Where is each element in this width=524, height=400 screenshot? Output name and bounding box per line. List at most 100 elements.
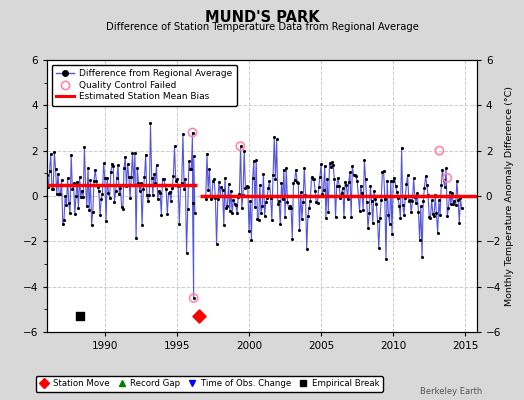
Point	[449, 200, 457, 207]
Point	[49, 186, 57, 193]
Point	[392, 188, 401, 195]
Point	[375, 245, 383, 251]
Point	[277, 180, 286, 187]
Point	[438, 166, 446, 173]
Point	[223, 203, 232, 210]
Point	[127, 174, 136, 180]
Text: MUND'S PARK: MUND'S PARK	[205, 10, 319, 25]
Point	[342, 182, 351, 188]
Point	[246, 198, 255, 204]
Point	[275, 198, 283, 204]
Point	[75, 174, 84, 180]
Point	[270, 134, 278, 140]
Point	[168, 185, 176, 191]
Point	[138, 222, 146, 228]
Point	[144, 198, 152, 204]
Point	[177, 182, 185, 188]
Point	[188, 200, 196, 206]
Point	[63, 175, 72, 182]
Point	[190, 295, 198, 301]
Point	[326, 164, 335, 170]
Point	[188, 129, 196, 136]
Point	[122, 183, 130, 189]
Point	[446, 201, 455, 207]
Point	[386, 221, 394, 228]
Point	[356, 182, 365, 189]
Point	[252, 157, 260, 163]
Point	[350, 172, 358, 178]
Point	[329, 161, 337, 168]
Point	[380, 196, 389, 202]
Point	[52, 191, 61, 198]
Point	[64, 200, 73, 206]
Point	[267, 195, 275, 201]
Point	[48, 186, 56, 193]
Point	[214, 196, 222, 203]
Point	[67, 152, 75, 158]
Point	[202, 196, 210, 202]
Point	[114, 162, 122, 168]
Point	[353, 178, 362, 185]
Point	[219, 187, 227, 194]
Point	[161, 181, 169, 188]
Point	[407, 209, 416, 216]
Point	[263, 195, 271, 202]
Point	[128, 150, 137, 156]
Point	[358, 190, 366, 196]
Point	[305, 204, 313, 211]
Point	[432, 210, 441, 216]
Point	[226, 208, 234, 214]
Point	[229, 197, 237, 203]
Point	[334, 174, 342, 181]
Point	[293, 178, 301, 185]
Point	[206, 196, 215, 202]
Point	[154, 196, 162, 202]
Point	[383, 177, 391, 184]
Point	[182, 250, 191, 256]
Point	[370, 187, 378, 194]
Point	[215, 179, 223, 185]
Point	[139, 186, 147, 192]
Point	[319, 187, 328, 193]
Point	[268, 217, 276, 224]
Point	[428, 197, 436, 204]
Point	[374, 218, 382, 224]
Point	[235, 190, 244, 197]
Point	[443, 213, 452, 219]
Point	[401, 195, 409, 201]
Point	[302, 246, 311, 252]
Point	[83, 203, 91, 210]
Point	[419, 198, 428, 204]
Point	[378, 169, 387, 176]
Point	[312, 199, 321, 205]
Point	[456, 195, 465, 202]
Point	[232, 202, 240, 209]
Point	[304, 213, 312, 220]
Point	[372, 201, 380, 208]
Point	[339, 185, 347, 191]
Point	[328, 159, 336, 166]
Point	[296, 227, 304, 234]
Point	[120, 165, 128, 171]
Point	[157, 211, 166, 218]
Point	[382, 256, 390, 262]
Point	[455, 220, 464, 226]
Point	[224, 181, 233, 187]
Y-axis label: Monthly Temperature Anomaly Difference (°C): Monthly Temperature Anomaly Difference (…	[506, 86, 515, 306]
Point	[316, 174, 324, 180]
Point	[155, 188, 163, 194]
Point	[330, 176, 339, 182]
Point	[322, 215, 330, 221]
Point	[286, 203, 294, 209]
Point	[163, 210, 171, 217]
Point	[156, 190, 165, 196]
Point	[395, 203, 403, 209]
Point	[271, 176, 280, 182]
Point	[418, 254, 426, 260]
Point	[171, 178, 180, 184]
Point	[212, 241, 221, 248]
Point	[96, 212, 104, 218]
Point	[237, 204, 246, 211]
Point	[360, 157, 368, 163]
Legend: Station Move, Record Gap, Time of Obs. Change, Empirical Break: Station Move, Record Gap, Time of Obs. C…	[36, 376, 383, 392]
